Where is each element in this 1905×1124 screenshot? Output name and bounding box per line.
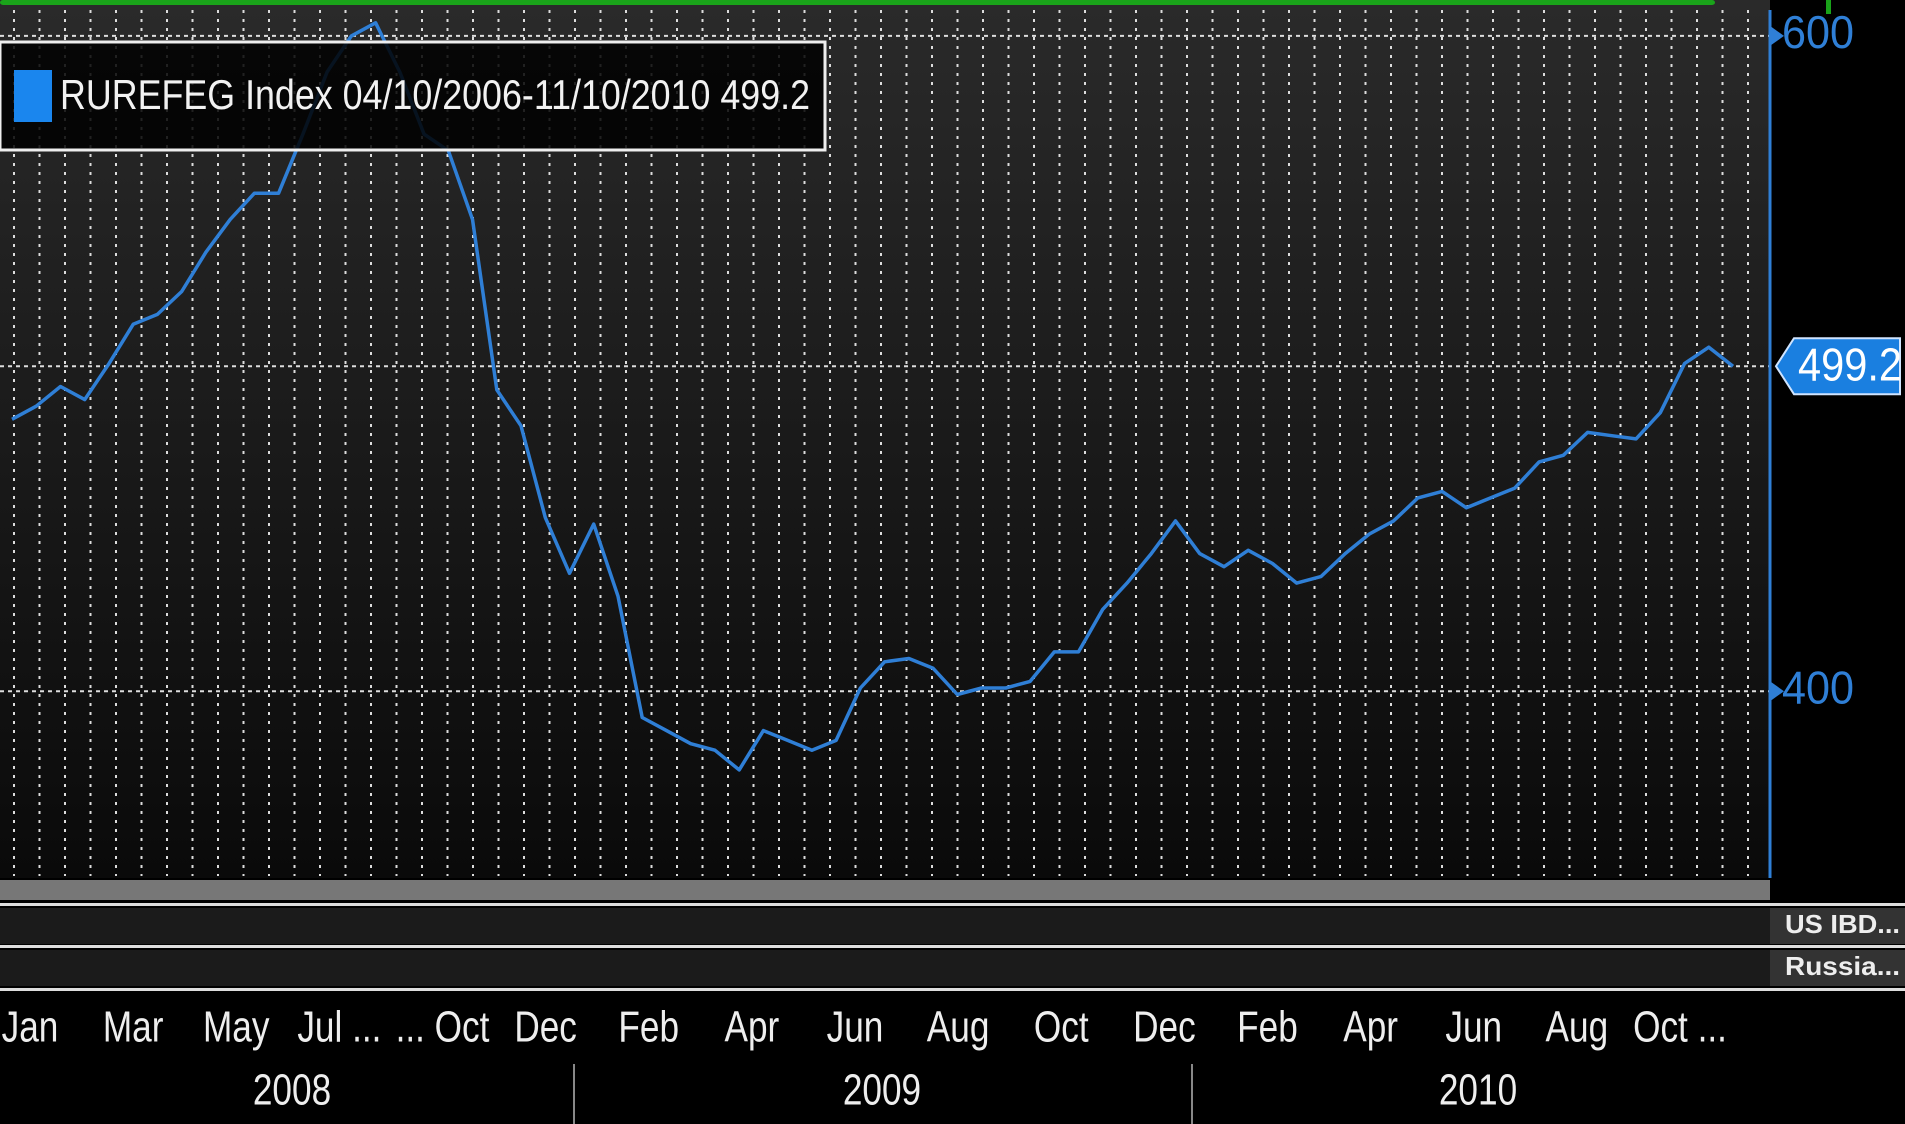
x-tick-label: Feb <box>618 1003 679 1052</box>
last-value-badge <box>1774 337 1901 396</box>
x-tick-label: Aug <box>927 1003 990 1052</box>
y-tick-mark <box>1770 681 1784 702</box>
x-tick-label: May <box>203 1003 270 1052</box>
x-tick-label: Apr <box>1343 1003 1398 1052</box>
panel-tag <box>1770 950 1905 986</box>
year-label: 2009 <box>843 1066 921 1115</box>
panel-border <box>0 903 1905 906</box>
panel-tag <box>1770 908 1905 944</box>
top-mark <box>1826 0 1831 14</box>
panel-border <box>0 945 1905 948</box>
scroll-band <box>0 880 1770 900</box>
x-tick-label: Oct <box>1034 1003 1089 1052</box>
panel-label: US IBD... <box>1785 909 1900 939</box>
panel <box>0 908 1770 944</box>
x-tick-label: Oct ... <box>1633 1003 1727 1052</box>
x-tick-label: Jun <box>1445 1003 1502 1052</box>
grid <box>0 10 1770 876</box>
year-label: 2008 <box>253 1066 331 1115</box>
x-tick-label: Jun <box>827 1003 884 1052</box>
x-tick-label: Dec <box>514 1003 577 1052</box>
panel <box>0 950 1770 986</box>
x-tick-label: Jan <box>2 1003 59 1052</box>
y-tick-label: 400 <box>1782 661 1854 713</box>
x-tick-label: ... Oct <box>396 1003 490 1052</box>
x-tick-label: Apr <box>724 1003 779 1052</box>
y-tick-mark <box>1770 25 1784 46</box>
top-bar <box>0 0 1715 5</box>
x-tick-label: Jul ... <box>297 1003 381 1052</box>
x-tick-label: Aug <box>1546 1003 1609 1052</box>
panel-border <box>0 988 1905 991</box>
legend <box>0 40 827 152</box>
x-tick-label: Feb <box>1237 1003 1298 1052</box>
x-tick-label: Dec <box>1133 1003 1196 1052</box>
legend-label: RUREFEG Index 04/10/2006-11/10/2010 499.… <box>60 71 810 118</box>
y-tick-label: 600 <box>1782 6 1854 58</box>
panel-label: Russia... <box>1785 951 1900 981</box>
year-label: 2010 <box>1439 1066 1517 1115</box>
x-tick-label: Mar <box>103 1003 164 1052</box>
legend-swatch <box>14 70 52 122</box>
last-value-label: 499.2 <box>1798 338 1902 390</box>
